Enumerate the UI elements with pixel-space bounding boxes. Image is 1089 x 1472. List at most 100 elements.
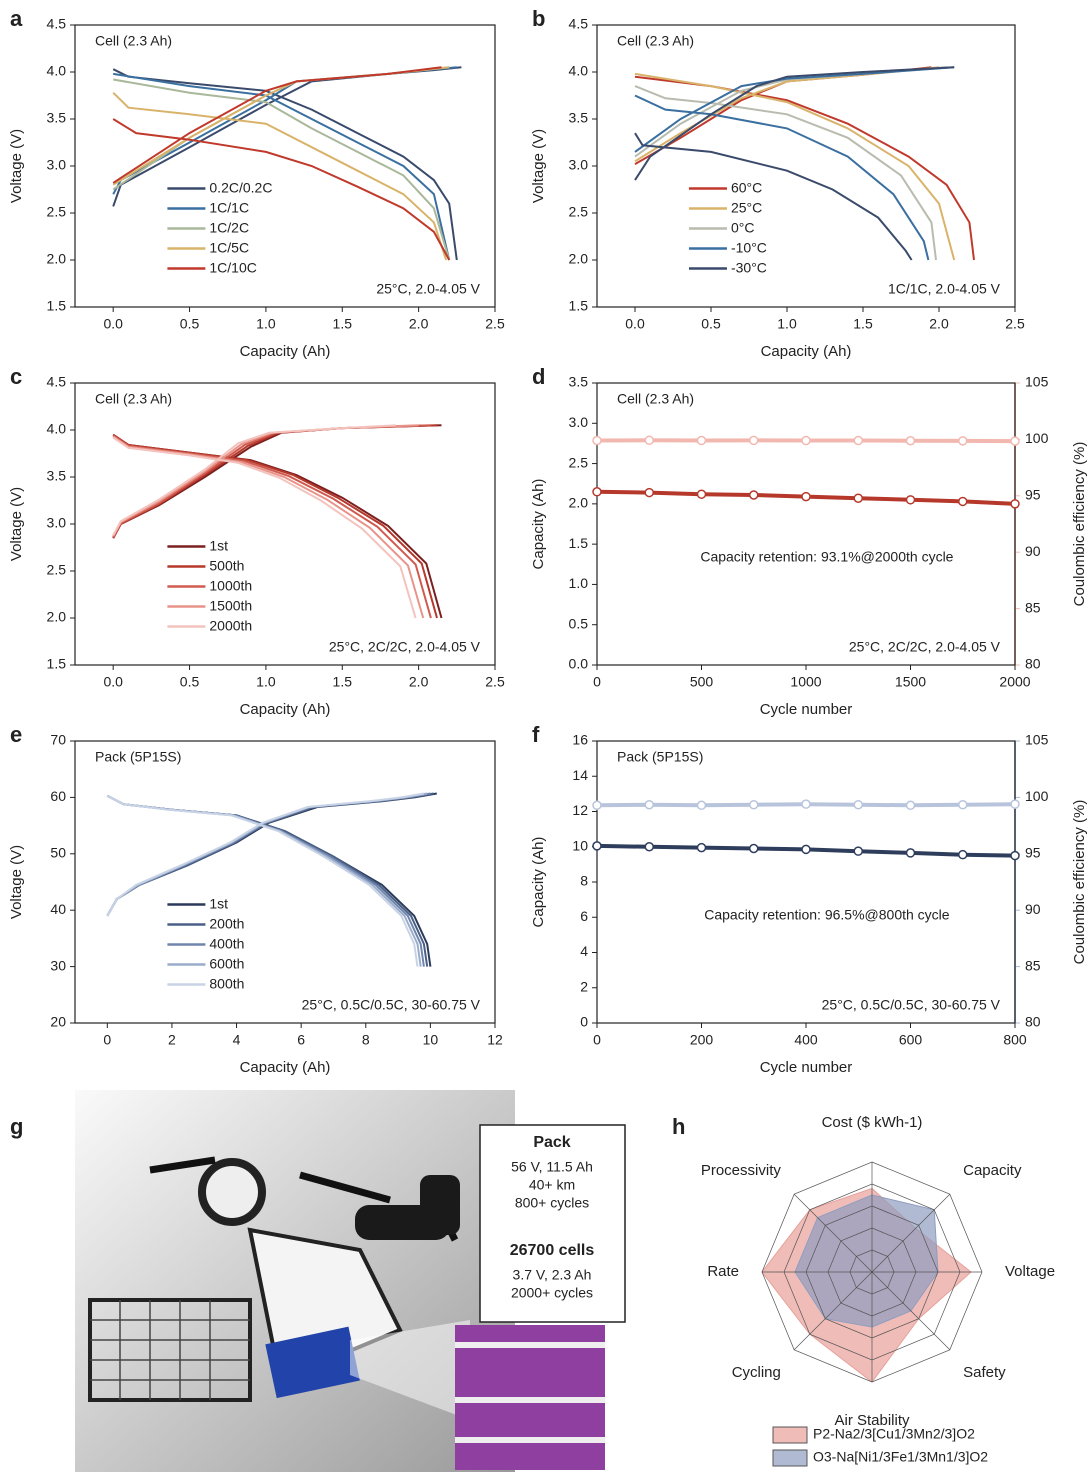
- y-tick-label: 2.5: [569, 454, 589, 470]
- y-axis-label: Voltage (V): [530, 129, 547, 203]
- x-tick-label: 0.5: [180, 316, 200, 332]
- battery-pack: [265, 1326, 360, 1399]
- y-tick-label: 2.0: [569, 251, 589, 267]
- y2-tick-label: 105: [1025, 732, 1049, 748]
- y2-tick-label: 95: [1025, 487, 1041, 503]
- data-point: [853, 799, 863, 810]
- x-tick-label: 2.0: [409, 674, 429, 690]
- x-tick-label: 2.5: [485, 316, 505, 332]
- x-tick-label: 0.0: [625, 316, 645, 332]
- y-tick-label: 1.5: [569, 298, 589, 314]
- data-point: [853, 435, 863, 446]
- data-point: [853, 846, 863, 856]
- data-point: [592, 841, 602, 851]
- data-point: [1010, 850, 1020, 861]
- series-line: [112, 66, 462, 261]
- series-line: [634, 66, 975, 261]
- y-tick-label: 2.5: [47, 562, 67, 578]
- y-axis-label: Voltage (V): [8, 487, 25, 561]
- x-tick-label: 800: [1003, 1032, 1027, 1048]
- pack-spec: 40+ km: [529, 1177, 575, 1193]
- y2-axis-label: Coulombic efficiency (%): [1071, 800, 1088, 965]
- annotation: 25°C, 2C/2C, 2.0-4.05 V: [329, 639, 481, 655]
- radar-axis-label: Safety: [963, 1364, 1006, 1381]
- x-tick-label: 2.0: [929, 316, 949, 332]
- legend-label: 1000th: [209, 577, 252, 593]
- y2-tick-label: 100: [1025, 788, 1049, 804]
- series-line: [112, 66, 451, 261]
- y-tick-label: 30: [50, 957, 66, 973]
- x-tick-label: 0.0: [103, 674, 123, 690]
- data-point: [958, 496, 968, 507]
- y-tick-label: 3.0: [569, 414, 589, 430]
- y-tick-label: 4.0: [47, 63, 67, 79]
- annotation: 1C/1C, 2.0-4.05 V: [888, 281, 1001, 297]
- x-tick-label: 4: [233, 1032, 241, 1048]
- y-tick-label: 8: [580, 873, 588, 889]
- data-point: [592, 487, 602, 497]
- annotation: Capacity retention: 96.5%@800th cycle: [704, 907, 950, 923]
- legend-label: 1C/5C: [209, 239, 249, 255]
- y2-tick-label: 80: [1025, 1014, 1041, 1030]
- data-point: [696, 842, 707, 853]
- data-point: [853, 493, 863, 503]
- data-point: [958, 849, 968, 860]
- series-line: [106, 792, 428, 967]
- annotation: Pack (5P15S): [95, 749, 181, 765]
- y2-tick-label: 85: [1025, 957, 1041, 973]
- radar-axis-label: Cycling: [732, 1364, 781, 1381]
- x-axis-label: Capacity (Ah): [761, 343, 852, 360]
- x-tick-label: 400: [794, 1032, 818, 1048]
- y-tick-label: 2.0: [47, 609, 67, 625]
- legend-label: 1C/2C: [209, 219, 249, 235]
- panel-label: b: [532, 6, 545, 31]
- legend-label: 60°C: [731, 179, 762, 195]
- legend-label: 1st: [209, 537, 228, 553]
- x-axis-label: Capacity (Ah): [240, 701, 331, 718]
- y-tick-label: 3.5: [47, 110, 67, 126]
- data-point: [1010, 799, 1020, 809]
- radar-axis-label: Capacity: [963, 1162, 1022, 1179]
- legend-swatch: [772, 1426, 808, 1444]
- plot-frame: [596, 24, 1016, 308]
- x-tick-label: 500: [690, 674, 714, 690]
- y-tick-label: 1.5: [47, 298, 67, 314]
- headlight: [198, 1158, 266, 1226]
- series-line: [634, 66, 956, 261]
- x-tick-label: 2.0: [409, 316, 429, 332]
- x-axis-label: Cycle number: [760, 701, 853, 718]
- cell-holders: [455, 1342, 605, 1443]
- y2-tick-label: 105: [1025, 374, 1049, 390]
- panel-label: d: [532, 364, 545, 389]
- panel-label: h: [672, 1114, 685, 1139]
- x-tick-label: 0.5: [701, 316, 721, 332]
- radar-spoke: [793, 1193, 873, 1273]
- plot-frame: [596, 740, 1016, 1024]
- x-tick-label: 6: [297, 1032, 305, 1048]
- pack-spec: 800+ cycles: [515, 1195, 589, 1211]
- y-tick-label: 4.5: [569, 16, 589, 32]
- legend-label: 1C/10C: [209, 259, 256, 275]
- x-axis-label: Capacity (Ah): [240, 343, 331, 360]
- pack-title: Pack: [533, 1134, 570, 1151]
- radar-axis-label: Air Stability: [834, 1412, 910, 1429]
- data-point: [749, 435, 759, 446]
- legend-label: 600th: [209, 955, 244, 971]
- x-tick-label: 1.5: [853, 316, 873, 332]
- y-tick-label: 3.5: [569, 110, 589, 126]
- series-line: [634, 66, 955, 261]
- legend-label: O3-Na[Ni1/3Fe1/3Mn1/3]O2: [813, 1449, 988, 1465]
- x-tick-label: 12: [487, 1032, 503, 1048]
- legend-swatch: [772, 1449, 808, 1467]
- y-tick-label: 4.5: [47, 16, 67, 32]
- legend-label: 500th: [209, 557, 244, 573]
- legend-label: 0°C: [731, 219, 755, 235]
- basket-mesh: [90, 1300, 250, 1400]
- radar-axis-label: Rate: [707, 1263, 739, 1280]
- radar-spoke: [793, 1271, 873, 1351]
- y-tick-label: 2.5: [47, 204, 67, 220]
- x-tick-label: 0: [593, 674, 601, 690]
- legend-label: 200th: [209, 915, 244, 931]
- y-tick-label: 50: [50, 845, 66, 861]
- x-tick-label: 2.5: [1005, 316, 1025, 332]
